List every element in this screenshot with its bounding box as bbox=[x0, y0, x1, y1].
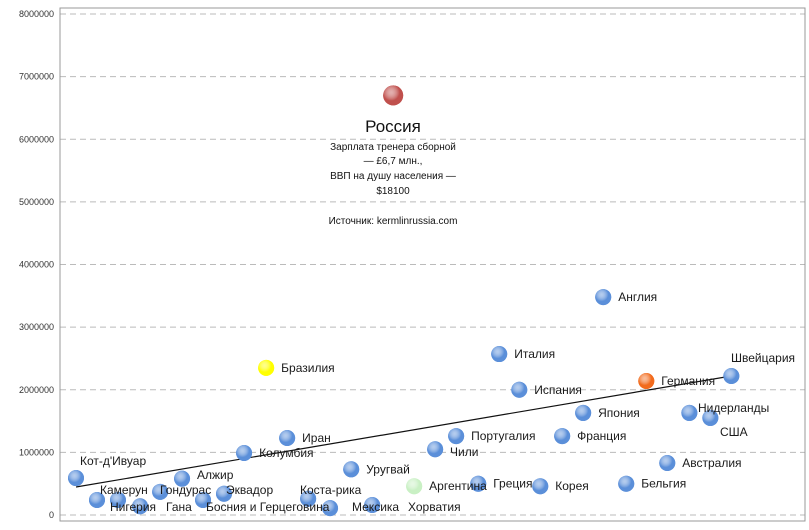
point-label: Камерун bbox=[100, 483, 148, 497]
data-point-shine bbox=[638, 372, 655, 389]
point-label: Уругвай bbox=[366, 462, 410, 476]
y-tick-label: 4000000 bbox=[19, 260, 54, 270]
data-point-shine bbox=[532, 478, 549, 495]
point-label: США bbox=[720, 425, 748, 439]
point-label: Греция bbox=[493, 477, 532, 491]
data-point-shine bbox=[174, 470, 191, 487]
data-point-shine bbox=[343, 461, 360, 478]
data-point-shine bbox=[152, 483, 169, 500]
point-label: Австралия bbox=[682, 456, 741, 470]
y-tick-label: 2000000 bbox=[19, 385, 54, 395]
point-label: Япония bbox=[598, 406, 640, 420]
data-point-shine bbox=[702, 409, 719, 426]
point-label: Аргентина bbox=[429, 479, 487, 493]
data-point-shine bbox=[723, 367, 740, 384]
y-tick-label: 7000000 bbox=[19, 72, 54, 82]
data-point-shine bbox=[383, 85, 404, 106]
point-label: Коста-рика bbox=[300, 483, 362, 497]
point-label: Испания bbox=[534, 383, 582, 397]
point-label: Франция bbox=[577, 429, 626, 443]
point-label: Бразилия bbox=[281, 361, 335, 375]
y-tick-label: 6000000 bbox=[19, 134, 54, 144]
data-point-shine bbox=[89, 491, 105, 508]
y-tick-label: 3000000 bbox=[19, 322, 54, 332]
point-label: Хорватия bbox=[408, 500, 461, 514]
point-label: Швейцария bbox=[731, 351, 795, 365]
point-label: Англия bbox=[618, 290, 657, 304]
point-label: Италия bbox=[514, 347, 555, 361]
point-label: Иран bbox=[302, 431, 331, 445]
point-label: Гондурас bbox=[160, 483, 211, 497]
plot-frame bbox=[59, 7, 806, 522]
data-point-shine bbox=[575, 404, 592, 421]
point-label: Эквадор bbox=[226, 483, 273, 497]
data-point-shine bbox=[364, 496, 381, 513]
data-point-shine bbox=[132, 498, 149, 515]
data-point-shine bbox=[195, 491, 212, 508]
y-tick-label: 1000000 bbox=[19, 447, 54, 457]
data-point-shine bbox=[470, 475, 487, 492]
point-label: Бельгия bbox=[641, 477, 686, 491]
point-label: Алжир bbox=[197, 468, 234, 482]
y-tick-label: 8000000 bbox=[19, 9, 54, 19]
data-point-shine bbox=[618, 475, 635, 492]
data-point-shine bbox=[236, 445, 253, 462]
data-point-shine bbox=[659, 455, 676, 472]
point-label: Мексика bbox=[352, 500, 399, 514]
data-point-shine bbox=[427, 441, 444, 458]
data-point-shine bbox=[322, 500, 339, 517]
data-point-shine bbox=[216, 485, 233, 502]
trendline bbox=[75, 375, 732, 488]
annotation-line-1: Зарплата тренера сборной bbox=[330, 141, 456, 153]
point-label: Чили bbox=[450, 445, 478, 459]
point-label: Германия bbox=[661, 374, 715, 388]
point-label: Португалия bbox=[471, 429, 535, 443]
data-point-shine bbox=[554, 428, 571, 445]
point-label: Нидерланды bbox=[698, 401, 769, 415]
data-point-shine bbox=[681, 404, 698, 421]
point-label: Босния и Герцеговина bbox=[206, 500, 330, 514]
annotation-line-4: $18100 bbox=[376, 186, 410, 197]
data-point-shine bbox=[406, 478, 423, 495]
y-tick-label: 0 bbox=[49, 510, 54, 520]
point-label: Нигерия bbox=[110, 500, 156, 514]
annotation-title: Россия bbox=[365, 117, 421, 136]
data-point-shine bbox=[279, 429, 296, 446]
data-point-shine bbox=[68, 470, 85, 487]
data-point-shine bbox=[511, 381, 528, 398]
annotation-source: Источник: kermlinrussia.com bbox=[329, 216, 458, 227]
annotation-line-2: — £6,7 млн., bbox=[364, 156, 423, 167]
annotation-line-3: ВВП на душу населения — bbox=[330, 171, 456, 182]
data-point-shine bbox=[491, 346, 508, 363]
point-label: Гана bbox=[166, 500, 192, 514]
point-label: Колумбия bbox=[259, 446, 313, 460]
data-point-shine bbox=[109, 491, 126, 508]
data-point-shine bbox=[300, 490, 317, 507]
data-point-shine bbox=[448, 428, 465, 445]
data-point-shine bbox=[258, 359, 275, 376]
point-label: Кот-д'Ивуар bbox=[80, 454, 146, 468]
y-tick-label: 5000000 bbox=[19, 197, 54, 207]
point-label: Корея bbox=[555, 479, 589, 493]
data-point-shine bbox=[595, 289, 612, 306]
